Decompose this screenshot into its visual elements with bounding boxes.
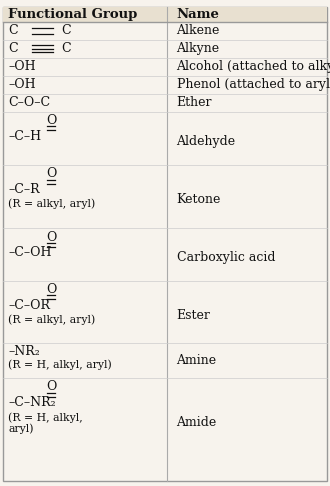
Text: (R = alkyl, aryl): (R = alkyl, aryl) [8, 199, 95, 209]
Text: Alcohol (attached to alkyl group): Alcohol (attached to alkyl group) [177, 60, 330, 73]
Text: –OH: –OH [8, 78, 36, 91]
Text: C–O–C: C–O–C [8, 96, 50, 109]
Text: (R = H, alkyl, aryl): (R = H, alkyl, aryl) [8, 359, 112, 370]
Text: C: C [61, 24, 71, 37]
FancyBboxPatch shape [3, 7, 327, 481]
Text: –C–H: –C–H [8, 130, 41, 142]
Text: Ether: Ether [177, 96, 212, 109]
Text: –C–OH: –C–OH [8, 246, 52, 259]
Text: C: C [61, 42, 71, 55]
Text: O: O [46, 231, 56, 243]
Text: Aldehyde: Aldehyde [177, 135, 236, 148]
Text: –C–NR₂: –C–NR₂ [8, 396, 56, 409]
Text: Phenol (attached to aryl group): Phenol (attached to aryl group) [177, 78, 330, 91]
FancyBboxPatch shape [3, 7, 327, 22]
Text: O: O [46, 283, 56, 296]
Text: (R = H, alkyl,: (R = H, alkyl, [8, 413, 83, 423]
Text: C: C [8, 42, 18, 55]
Text: O: O [46, 114, 56, 127]
Text: –NR₂: –NR₂ [8, 346, 40, 358]
Text: Functional Group: Functional Group [8, 8, 138, 21]
Text: O: O [46, 168, 56, 180]
Text: –C–R: –C–R [8, 183, 40, 196]
Text: Alkene: Alkene [177, 24, 220, 37]
Text: (R = alkyl, aryl): (R = alkyl, aryl) [8, 314, 95, 325]
Text: –C–OR: –C–OR [8, 299, 50, 312]
Text: C: C [8, 24, 18, 37]
Text: Carboxylic acid: Carboxylic acid [177, 251, 275, 264]
Text: Amine: Amine [177, 354, 217, 367]
Text: aryl): aryl) [8, 423, 34, 434]
Text: Name: Name [177, 8, 219, 21]
Text: Ketone: Ketone [177, 193, 221, 207]
Text: Alkyne: Alkyne [177, 42, 220, 55]
Text: –OH: –OH [8, 60, 36, 73]
Text: Ester: Ester [177, 309, 211, 322]
Text: O: O [46, 381, 56, 393]
Text: Amide: Amide [177, 416, 217, 429]
